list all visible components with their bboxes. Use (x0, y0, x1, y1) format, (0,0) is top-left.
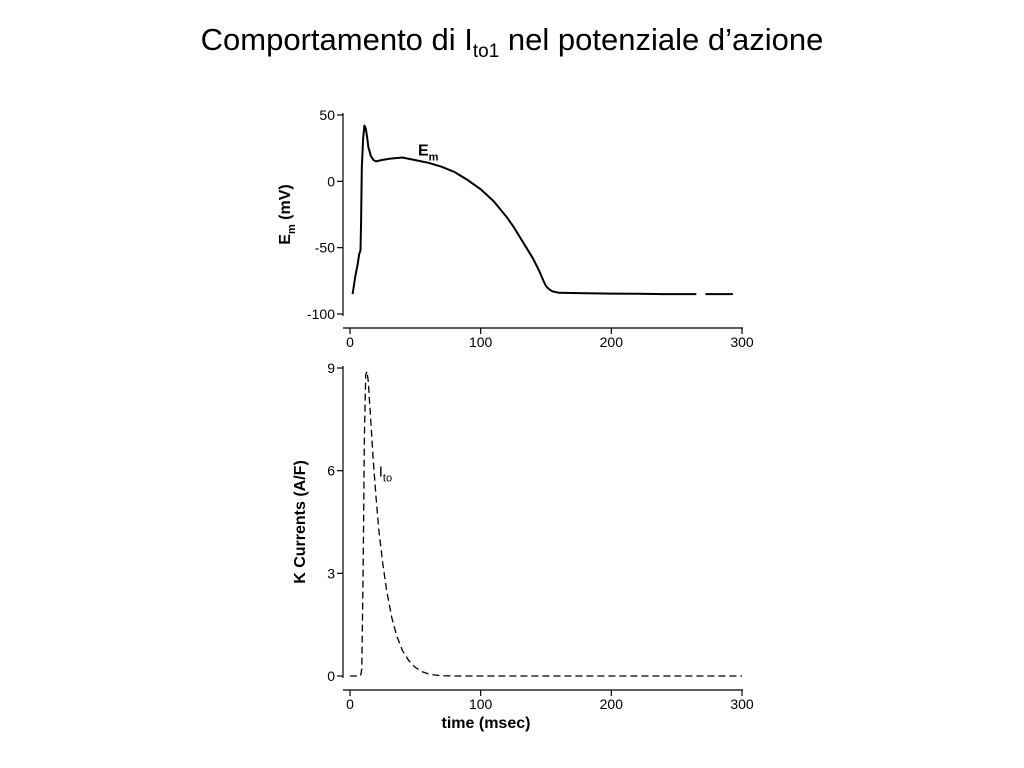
series-annotation: Em (418, 142, 439, 163)
series-annotation: Ito (379, 464, 392, 485)
x-tick-label: 200 (600, 334, 624, 350)
y-tick-label: 0 (327, 668, 335, 684)
x-tick-label: 300 (730, 696, 754, 712)
y-axis-title: Em (mV) (277, 184, 298, 244)
x-tick-label: 0 (346, 334, 354, 350)
x-axis-title: time (msec) (442, 715, 531, 732)
x-tick-label: 100 (469, 696, 493, 712)
y-tick-label: 50 (319, 107, 335, 123)
y-tick-label: 9 (327, 360, 335, 376)
y-tick-label: -50 (315, 240, 335, 256)
slide-title-subscript: to1 (472, 41, 500, 62)
y-tick-label: -100 (307, 306, 335, 322)
x-tick-label: 200 (600, 696, 624, 712)
x-tick-label: 0 (346, 696, 354, 712)
x-tick-label: 300 (730, 334, 754, 350)
y-axis-title: K Currents (A/F) (292, 460, 309, 584)
y-tick-label: 6 (327, 463, 335, 479)
series-line-ito-0 (350, 370, 742, 677)
series-line-em-0 (351, 124, 697, 296)
x-tick-label: 100 (469, 334, 493, 350)
slide-title-rest: nel potenziale d’azione (499, 22, 824, 57)
membrane-potential-chart: 50 0 -50 -100 0 100 200 300 Em (mV) Em (277, 107, 754, 350)
y-tick-label: 3 (327, 565, 335, 581)
slide-title: Comportamento di Ito1 nel potenziale d’a… (0, 22, 1024, 63)
slide-title-main: Comportamento di I (200, 22, 473, 57)
y-tick-label: 0 (327, 173, 335, 189)
